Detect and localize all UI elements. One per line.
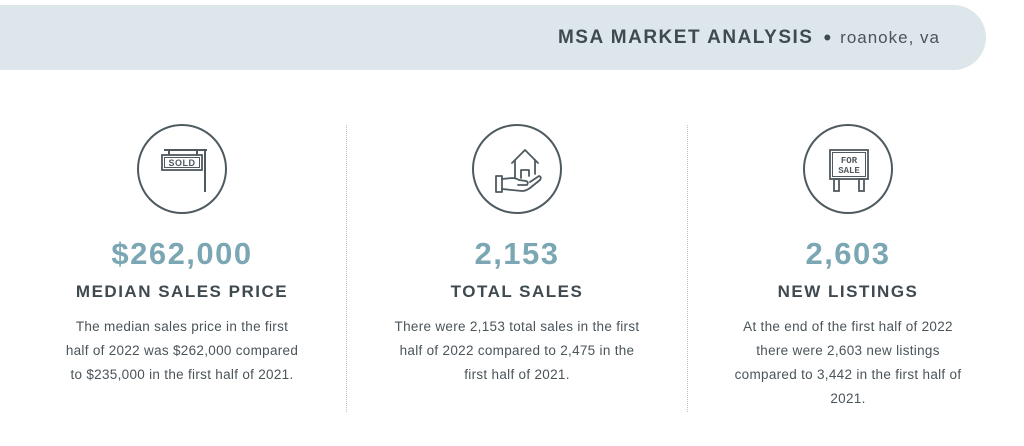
header-banner: MSA MARKET ANALYSIS • roanoke, va [0,5,986,70]
for-sale-text-line2: SALE [838,166,860,176]
sold-sign-text: SOLD [168,158,195,168]
house-in-hand-icon [472,124,562,214]
median-sales-price-label: MEDIAN SALES PRICE [75,282,289,301]
column-divider [687,125,688,412]
stat-total-sales: 2,153 TOTAL SALES There were 2,153 total… [377,124,657,387]
for-sale-sign-icon: FOR SALE [803,124,893,214]
sold-sign-icon: SOLD [137,124,227,214]
header-separator: • [823,24,832,50]
stat-new-listings: FOR SALE 2,603 NEW LISTINGS At the end o… [708,124,988,411]
total-sales-value: 2,153 [474,236,560,271]
header-location: roanoke, va [840,27,940,47]
new-listings-description: At the end of the first half of 2022 the… [734,319,962,406]
for-sale-text-line1: FOR [841,156,858,166]
total-sales-label: TOTAL SALES [450,282,584,301]
total-sales-description: There were 2,153 total sales in the firs… [394,319,640,382]
column-divider [346,125,347,412]
median-sales-price-description: The median sales price in the first half… [65,319,299,382]
new-listings-label: NEW LISTINGS [777,282,919,301]
new-listings-value: 2,603 [805,236,891,271]
header-title: MSA MARKET ANALYSIS [557,26,814,48]
stat-median-sales-price: SOLD $262,000 MEDIAN SALES PRICE The med… [42,124,322,387]
median-sales-price-value: $262,000 [111,236,253,271]
